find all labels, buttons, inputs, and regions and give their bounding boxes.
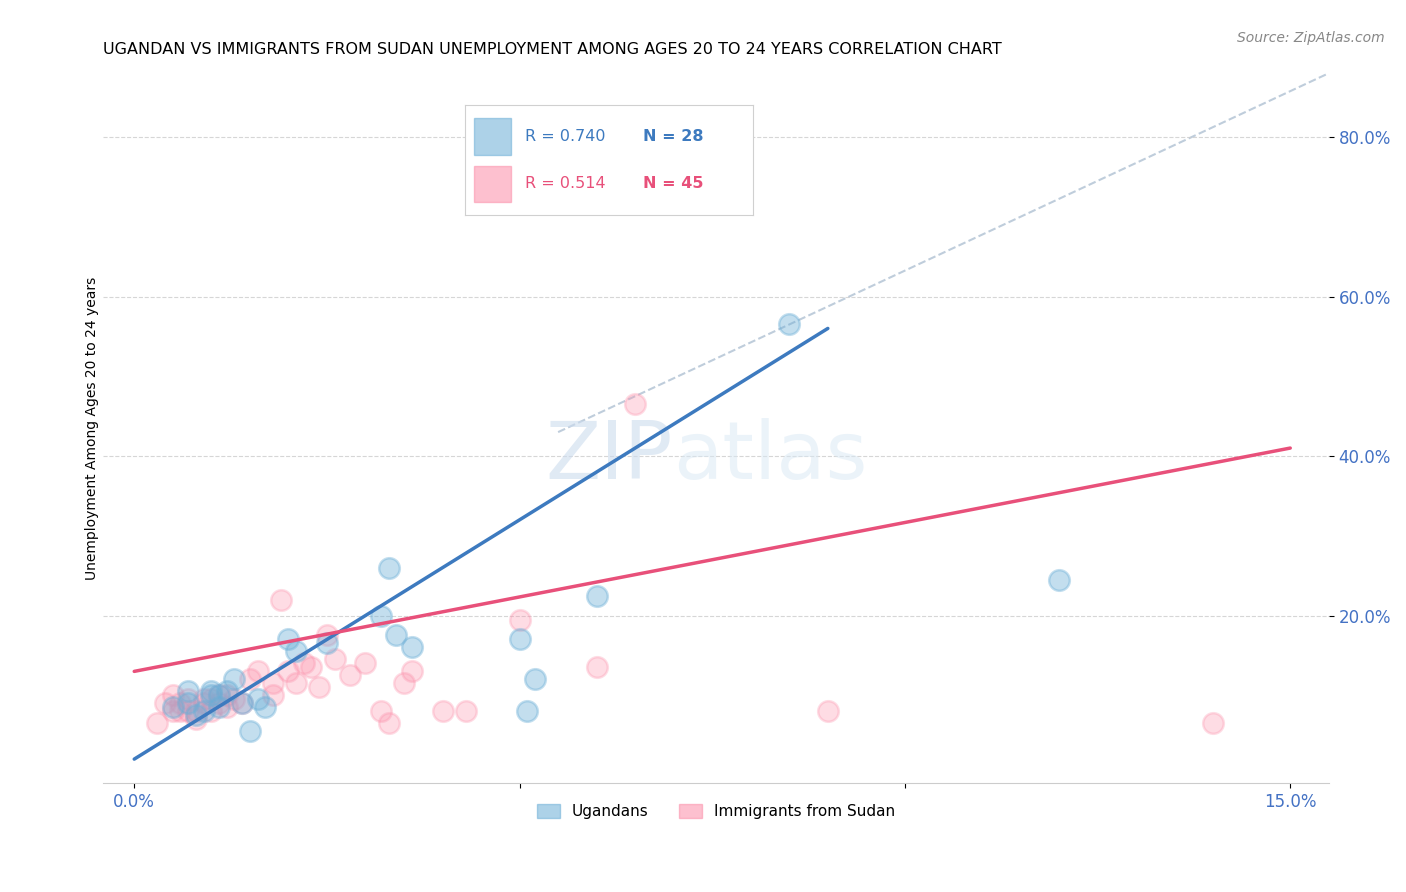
Text: ZIP: ZIP: [546, 417, 673, 496]
Point: [516, 704, 538, 718]
Point: [146, 716, 169, 731]
Point: [585, 589, 607, 603]
Point: [262, 676, 284, 690]
Point: [385, 628, 408, 642]
Point: [277, 665, 299, 679]
Point: [454, 704, 477, 718]
Point: [193, 696, 215, 710]
Point: [224, 692, 246, 706]
Point: [193, 692, 215, 706]
Point: [301, 660, 323, 674]
Point: [254, 700, 277, 714]
Point: [215, 700, 238, 714]
Point: [224, 673, 246, 687]
Point: [193, 704, 215, 718]
Point: [817, 704, 839, 718]
Point: [524, 673, 547, 687]
Point: [200, 688, 222, 702]
Point: [184, 708, 207, 723]
Point: [509, 632, 531, 647]
Point: [401, 665, 423, 679]
Legend: Ugandans, Immigrants from Sudan: Ugandans, Immigrants from Sudan: [530, 797, 901, 825]
Point: [153, 696, 176, 710]
Point: [339, 668, 361, 682]
Point: [239, 724, 262, 739]
Point: [778, 318, 800, 332]
Point: [177, 696, 200, 710]
Point: [308, 681, 330, 695]
Point: [208, 700, 231, 714]
Point: [285, 676, 308, 690]
Point: [377, 716, 399, 731]
Point: [316, 636, 339, 650]
Point: [162, 704, 184, 718]
Point: [215, 684, 238, 698]
Point: [169, 704, 191, 718]
Point: [316, 628, 339, 642]
Point: [200, 684, 222, 698]
Point: [162, 688, 184, 702]
Point: [323, 652, 346, 666]
Text: atlas: atlas: [673, 417, 868, 496]
Point: [246, 665, 269, 679]
Point: [231, 696, 253, 710]
Point: [231, 696, 253, 710]
Point: [354, 657, 377, 671]
Y-axis label: Unemployment Among Ages 20 to 24 years: Unemployment Among Ages 20 to 24 years: [86, 277, 100, 580]
Text: UGANDAN VS IMMIGRANTS FROM SUDAN UNEMPLOYMENT AMONG AGES 20 TO 24 YEARS CORRELAT: UGANDAN VS IMMIGRANTS FROM SUDAN UNEMPLO…: [104, 42, 1002, 57]
Point: [177, 692, 200, 706]
Point: [1047, 573, 1070, 587]
Point: [392, 676, 415, 690]
Point: [401, 640, 423, 655]
Point: [162, 700, 184, 714]
Point: [277, 632, 299, 647]
Point: [285, 644, 308, 658]
Point: [208, 688, 231, 702]
Point: [177, 684, 200, 698]
Point: [169, 696, 191, 710]
Point: [1202, 716, 1225, 731]
Text: Source: ZipAtlas.com: Source: ZipAtlas.com: [1237, 31, 1385, 45]
Point: [177, 704, 200, 718]
Point: [624, 397, 647, 411]
Point: [370, 704, 392, 718]
Point: [370, 608, 392, 623]
Point: [246, 692, 269, 706]
Point: [208, 696, 231, 710]
Point: [184, 704, 207, 718]
Point: [432, 704, 454, 718]
Point: [262, 688, 284, 702]
Point: [292, 657, 315, 671]
Point: [200, 704, 222, 718]
Point: [239, 673, 262, 687]
Point: [585, 660, 607, 674]
Point: [377, 560, 399, 574]
Point: [509, 613, 531, 627]
Point: [184, 712, 207, 726]
Point: [208, 688, 231, 702]
Point: [270, 592, 292, 607]
Point: [215, 688, 238, 702]
Point: [200, 692, 222, 706]
